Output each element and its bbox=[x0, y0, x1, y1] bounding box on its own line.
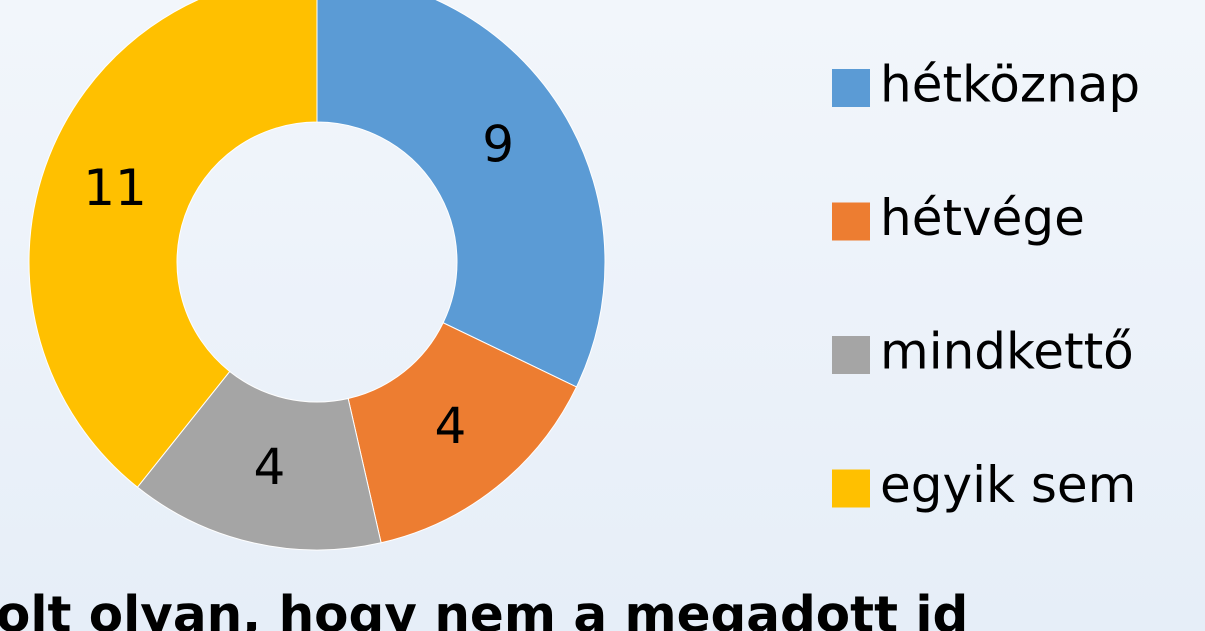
legend-label: egyik sem bbox=[880, 456, 1136, 514]
data-label: 4 bbox=[435, 397, 467, 455]
data-label: 9 bbox=[482, 116, 514, 174]
donut-slice bbox=[316, 0, 606, 388]
legend-swatch bbox=[832, 202, 870, 241]
legend-label: hétköznap bbox=[880, 56, 1140, 114]
donut-slice bbox=[136, 370, 382, 551]
legend-swatch bbox=[832, 469, 870, 508]
legend-label: mindkettő bbox=[880, 323, 1134, 381]
legend-swatch bbox=[832, 336, 870, 374]
legend-swatch bbox=[832, 69, 870, 107]
chart-title: Volt olyan, hogy nem a megadott id bbox=[0, 586, 968, 631]
data-label: 4 bbox=[253, 438, 285, 496]
data-label: 11 bbox=[83, 159, 147, 217]
legend-label: hétvége bbox=[880, 189, 1085, 247]
donut-slice bbox=[28, 0, 318, 488]
donut-slice bbox=[347, 322, 578, 544]
